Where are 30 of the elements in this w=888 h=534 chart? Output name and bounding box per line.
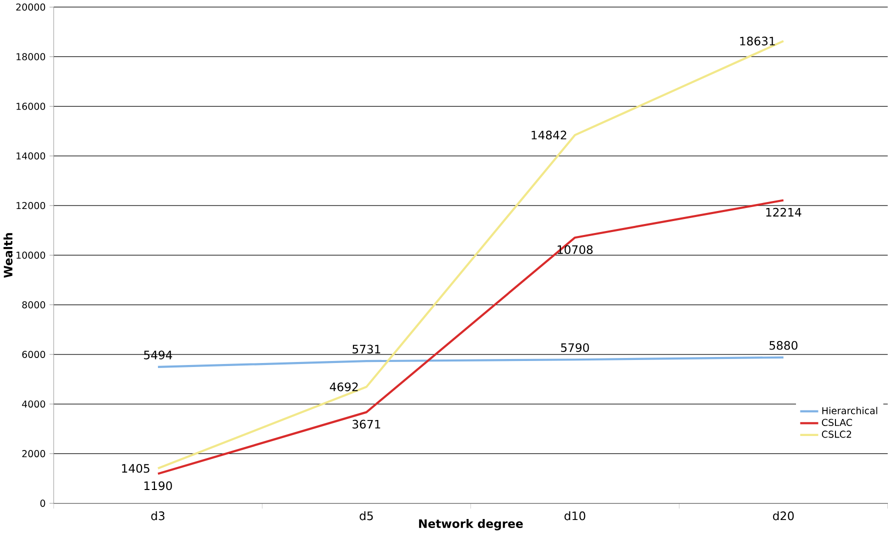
data-label: 12214	[766, 208, 802, 217]
data-label: 14842	[532, 130, 566, 140]
x-tick-label: d10	[564, 511, 586, 520]
y-tick-label: 16000	[16, 102, 46, 110]
data-label: 5731	[352, 344, 380, 354]
y-tick-label: 14000	[16, 152, 46, 160]
x-tick-label: d5	[360, 511, 373, 520]
y-tick-label: 0	[40, 500, 46, 507]
y-tick-label: 18000	[16, 53, 46, 60]
data-label: 1405	[122, 464, 150, 473]
y-tick-label: 6000	[22, 350, 46, 358]
y-tick-label: 20000	[16, 4, 46, 11]
x-tick-label: d20	[773, 511, 794, 520]
data-label: 18631	[740, 36, 775, 46]
y-tick-label: 8000	[22, 301, 46, 308]
x-tick-label: d3	[151, 511, 164, 520]
data-label: 4692	[330, 382, 358, 392]
x-axis-title: Network degree	[419, 519, 523, 530]
y-tick-label: 2000	[22, 450, 46, 458]
legend-label: Hierarchical	[822, 406, 878, 414]
y-tick-label: 4000	[22, 400, 46, 408]
data-label: 5880	[770, 341, 798, 350]
legend-label: CSLAC	[822, 418, 852, 426]
data-label: 3671	[352, 420, 380, 429]
y-tick-label: 12000	[16, 202, 46, 210]
data-label: 5790	[561, 343, 589, 352]
legend-label: CSLC2	[822, 430, 852, 438]
y-tick-label: 10000	[16, 252, 46, 259]
y-axis-title: Wealth	[4, 233, 13, 278]
data-label: 1190	[144, 481, 172, 490]
